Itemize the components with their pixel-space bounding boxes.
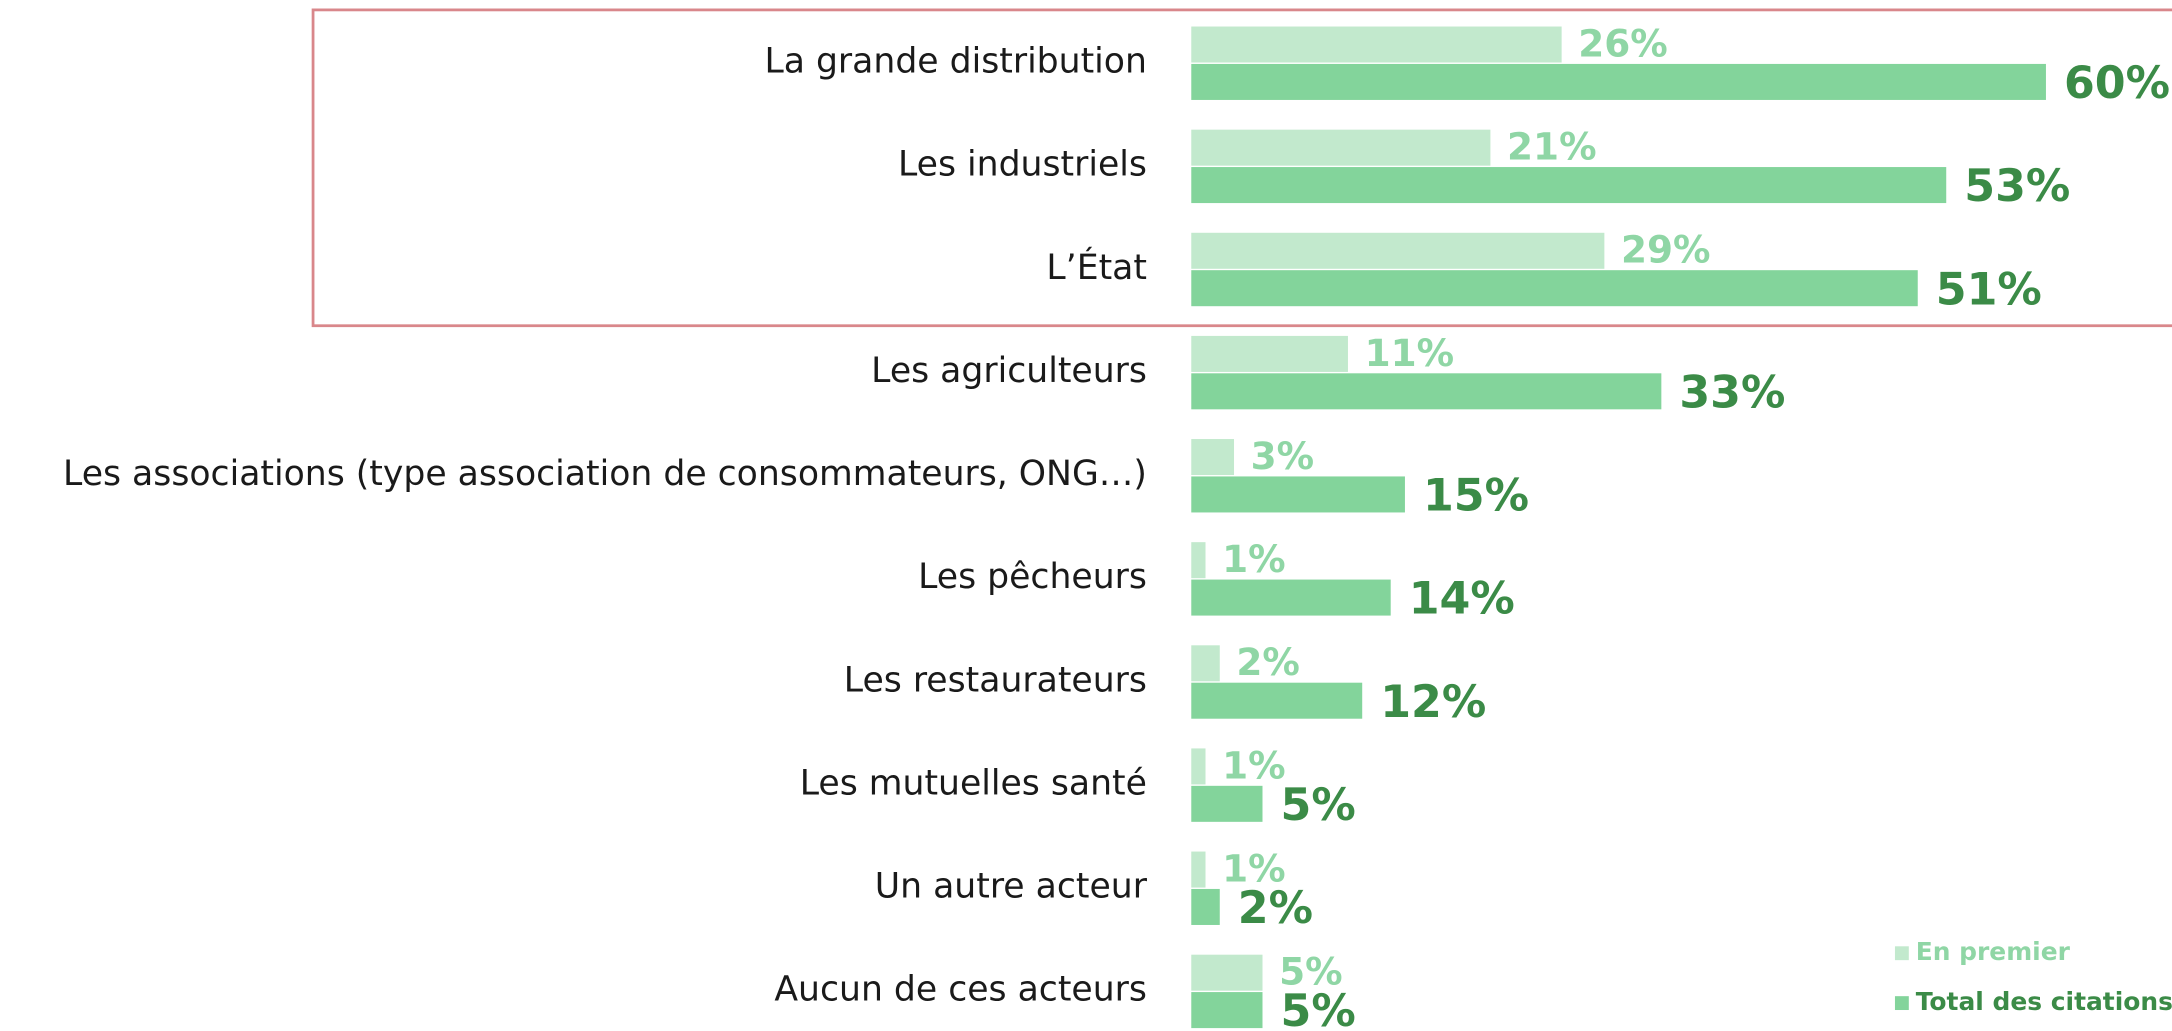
bar (1191, 129, 1491, 166)
bar (1191, 992, 1263, 1029)
bar (1191, 682, 1363, 719)
category-label: Aucun de ces acteurs (774, 970, 1147, 1010)
value-label: 14% (1409, 574, 1515, 625)
highlight-box (311, 8, 2172, 328)
value-label: 1% (1222, 537, 1285, 581)
value-label: 26% (1578, 21, 1668, 65)
bar (1191, 26, 1562, 63)
category-label: L’État (1046, 246, 1147, 288)
legend-marker (1894, 946, 1909, 961)
category-label: Les pêcheurs (918, 557, 1147, 597)
category-label: Les agriculteurs (871, 351, 1147, 391)
value-label: 1% (1222, 846, 1285, 890)
bar (1191, 373, 1662, 410)
bar (1191, 232, 1605, 269)
legend-marker (1894, 996, 1909, 1011)
value-label: 12% (1380, 677, 1486, 728)
value-label: 5% (1279, 950, 1342, 994)
bar (1191, 167, 1947, 204)
bar (1191, 851, 1206, 888)
bar (1191, 785, 1263, 822)
value-label: 5% (1281, 986, 1356, 1031)
legend-label: Total des citations* (1916, 987, 2172, 1016)
bar (1191, 954, 1263, 991)
value-label: 5% (1281, 780, 1356, 831)
value-label: 29% (1621, 228, 1711, 272)
category-label: Les industriels (898, 145, 1147, 185)
legend-label: En premier (1916, 937, 2071, 966)
value-label: 60% (2064, 58, 2170, 109)
category-label: Les restaurateurs (844, 660, 1147, 700)
value-label: 51% (1936, 264, 2042, 315)
bar (1191, 579, 1391, 616)
bar (1191, 476, 1405, 513)
category-label: Les associations (type association de co… (63, 454, 1147, 494)
value-label: 2% (1236, 640, 1299, 684)
value-label: 2% (1238, 883, 1313, 934)
bar (1191, 542, 1206, 579)
value-label: 3% (1251, 434, 1314, 478)
value-label: 11% (1365, 331, 1454, 375)
bar (1191, 439, 1235, 476)
category-label: Un autre acteur (875, 867, 1148, 907)
bar (1191, 270, 1918, 307)
category-label: La grande distribution (764, 42, 1146, 82)
value-label: 33% (1679, 367, 1785, 418)
bar (1191, 335, 1348, 372)
category-label: Les mutuelles santé (800, 763, 1147, 803)
value-label: 53% (1964, 161, 2070, 212)
bar (1191, 748, 1206, 785)
value-label: 1% (1222, 743, 1285, 787)
bar (1191, 888, 1220, 925)
value-label: 21% (1507, 125, 1597, 169)
bar (1191, 63, 2046, 100)
value-label: 15% (1423, 471, 1529, 522)
bar (1191, 645, 1220, 682)
